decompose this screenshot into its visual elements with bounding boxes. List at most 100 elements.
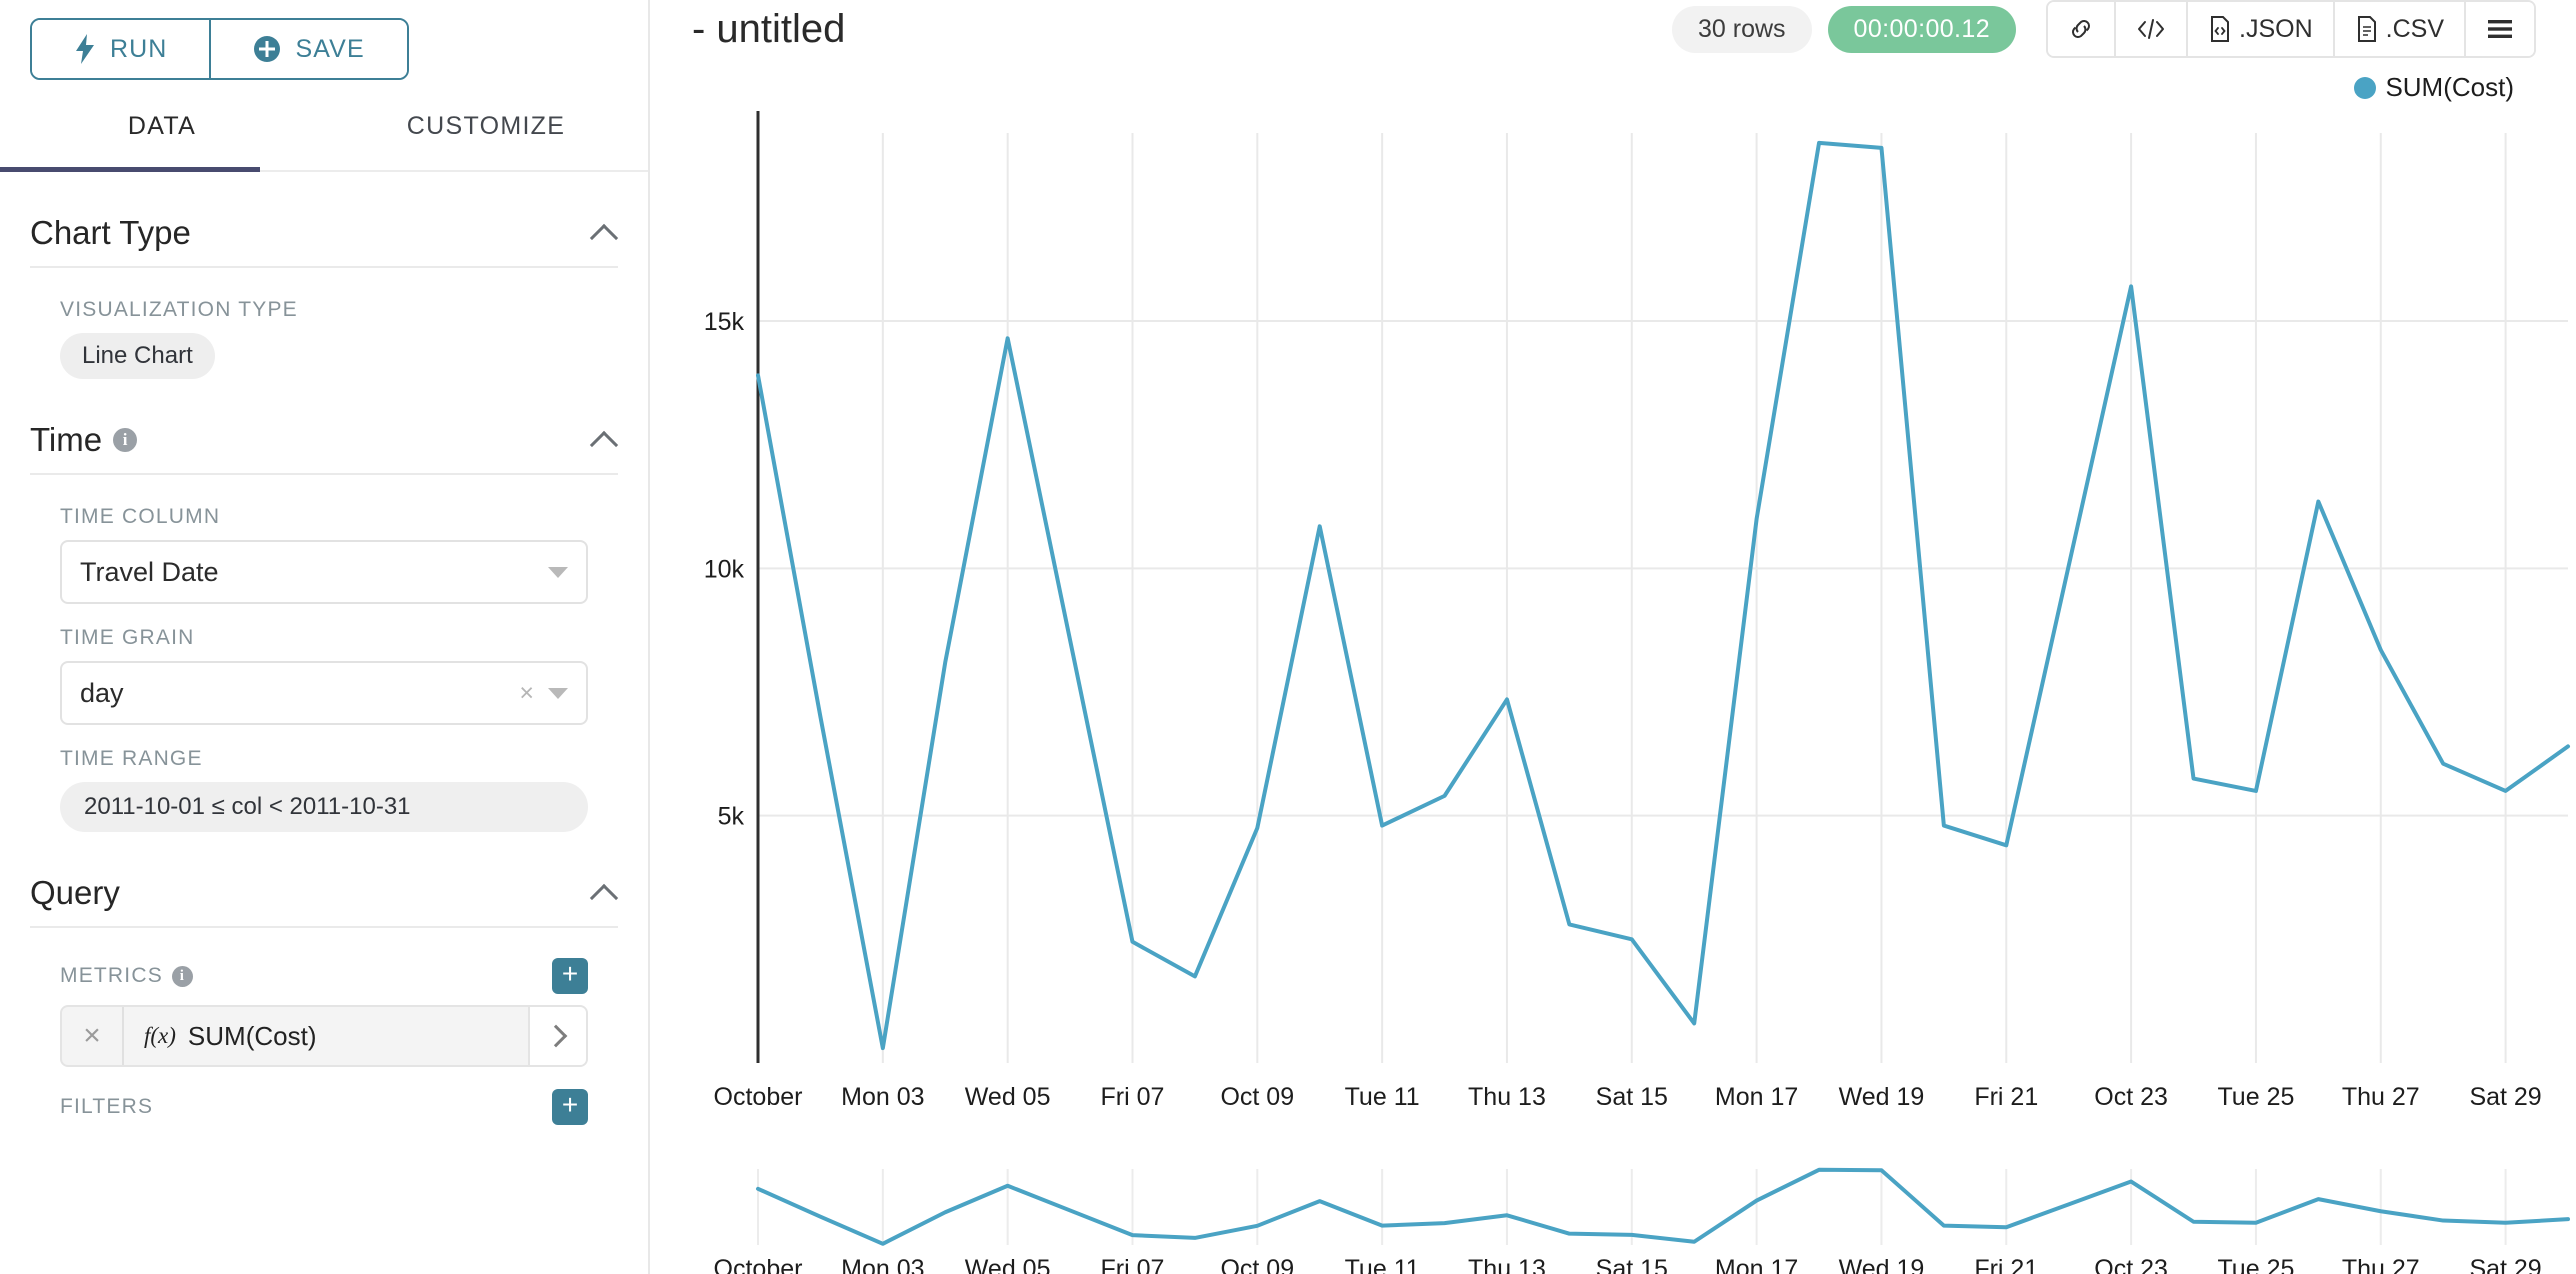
svg-text:Wed 19: Wed 19 [1839, 1083, 1925, 1111]
metric-label: f(x) SUM(Cost) [124, 1021, 528, 1052]
svg-text:Mon 17: Mon 17 [1715, 1083, 1798, 1111]
plus-circle-icon [253, 35, 281, 63]
tab-customize[interactable]: CUSTOMIZE [406, 112, 566, 140]
function-icon: f(x) [144, 1023, 176, 1048]
chart-brush-minimap[interactable]: October Mon 03 Wed 05 Fri 07 Oct 09 Tue 11 Thu… [650, 1163, 2576, 1274]
time-grain-select[interactable]: day × [60, 661, 588, 725]
run-button[interactable]: RUN [32, 20, 212, 78]
active-tab-indicator [0, 167, 260, 172]
copy-link-button[interactable] [2048, 2, 2117, 56]
time-column-value: Travel Date [80, 556, 219, 587]
run-save-button-group: RUN SAVE [30, 18, 409, 80]
field-filters: FILTERS + [30, 1067, 618, 1125]
time-grain-value: day [80, 677, 124, 708]
control-panel: RUN SAVE DATA CUSTOMIZE Chart Type [0, 0, 650, 1274]
export-csv-button[interactable]: .CSV [2334, 2, 2466, 56]
chevron-down-icon[interactable] [548, 687, 568, 699]
svg-text:Oct 23: Oct 23 [2094, 1255, 2168, 1274]
panel-tabs: DATA CUSTOMIZE [0, 106, 648, 172]
chart-header: - untitled 30 rows 00:00:00.12 [650, 0, 2576, 58]
svg-text:Tue 25: Tue 25 [2217, 1083, 2294, 1111]
svg-text:Sat 29: Sat 29 [2469, 1083, 2541, 1111]
svg-text:Mon 17: Mon 17 [1715, 1255, 1798, 1274]
section-time-title-text: Time [30, 421, 103, 458]
field-metrics: METRICS i + × f(x) SUM(Cost) [30, 936, 618, 1067]
link-icon [2068, 16, 2094, 42]
row-count-badge: 30 rows [1672, 5, 1812, 53]
metrics-label: METRICS i [60, 964, 193, 988]
svg-text:October: October [714, 1083, 803, 1111]
tab-data[interactable]: DATA [127, 112, 197, 140]
page-title[interactable]: - untitled [692, 6, 846, 51]
line-chart-svg[interactable]: 5k 10k 15k October Mon 03 Wed 05 Fri 07 Oct 09 T… [650, 103, 2576, 1163]
chart-container: - untitled 30 rows 00:00:00.12 [650, 0, 2576, 1274]
view-query-button[interactable] [2116, 2, 2189, 56]
svg-text:Oct 09: Oct 09 [1220, 1255, 1294, 1274]
run-button-label: RUN [110, 34, 168, 63]
section-time-header[interactable]: Time i [30, 379, 618, 475]
svg-text:Oct 09: Oct 09 [1220, 1083, 1294, 1111]
info-icon[interactable]: i [113, 428, 138, 452]
control-sections: Chart Type VISUALIZATION TYPE Line Chart… [0, 172, 648, 1274]
svg-text:Sat 29: Sat 29 [2469, 1255, 2541, 1274]
legend-label[interactable]: SUM(Cost) [2385, 72, 2514, 102]
svg-text:15k: 15k [704, 308, 745, 336]
svg-text:Thu 13: Thu 13 [1468, 1083, 1546, 1111]
section-chart-type-title: Chart Type [30, 214, 191, 251]
chevron-up-icon[interactable] [592, 427, 618, 453]
time-grain-label: TIME GRAIN [60, 626, 195, 649]
save-button[interactable]: SAVE [211, 20, 407, 78]
svg-text:Mon 03: Mon 03 [841, 1083, 924, 1111]
filters-label: FILTERS [60, 1095, 154, 1118]
time-range-label: TIME RANGE [60, 747, 203, 770]
svg-text:Tue 11: Tue 11 [1345, 1083, 1420, 1111]
svg-text:5k: 5k [718, 803, 745, 831]
filters-label-row: FILTERS + [60, 1089, 588, 1125]
clear-icon[interactable]: × [519, 678, 534, 707]
svg-text:Wed 05: Wed 05 [965, 1083, 1051, 1111]
add-filter-button[interactable]: + [552, 1089, 588, 1125]
svg-text:Fri 21: Fri 21 [1974, 1083, 2038, 1111]
legend-color-swatch [2354, 76, 2377, 99]
svg-text:Fri 07: Fri 07 [1101, 1083, 1165, 1111]
time-column-select[interactable]: Travel Date [60, 540, 588, 604]
export-csv-label: .CSV [2385, 14, 2444, 43]
brush-svg[interactable]: October Mon 03 Wed 05 Fri 07 Oct 09 Tue 11 Thu… [650, 1163, 2576, 1274]
section-time-title: Time i [30, 421, 138, 459]
svg-text:Sat 15: Sat 15 [1596, 1255, 1668, 1274]
field-time-grain: TIME GRAIN day × [30, 604, 618, 725]
section-chart-type-header[interactable]: Chart Type [30, 172, 618, 268]
metric-value: SUM(Cost) [187, 1020, 317, 1051]
svg-text:Wed 19: Wed 19 [1839, 1255, 1925, 1274]
remove-metric-icon[interactable]: × [62, 1007, 124, 1065]
bolt-icon [74, 34, 96, 64]
metric-item[interactable]: × f(x) SUM(Cost) [60, 1005, 588, 1067]
action-bar: RUN SAVE [0, 0, 648, 80]
field-visualization-type: VISUALIZATION TYPE Line Chart [30, 276, 618, 379]
more-menu-button[interactable] [2466, 2, 2534, 56]
svg-text:Thu 27: Thu 27 [2342, 1083, 2420, 1111]
add-metric-button[interactable]: + [552, 958, 588, 994]
time-column-label: TIME COLUMN [60, 505, 221, 528]
export-json-label: .JSON [2239, 14, 2313, 43]
chevron-up-icon[interactable] [592, 220, 618, 246]
chevron-up-icon[interactable] [592, 880, 618, 906]
chevron-down-icon[interactable] [548, 566, 568, 578]
svg-text:Tue 11: Tue 11 [1345, 1255, 1420, 1274]
time-range-value[interactable]: 2011-10-01 ≤ col < 2011-10-31 [60, 782, 588, 832]
section-query-header[interactable]: Query [30, 832, 618, 928]
svg-text:Wed 05: Wed 05 [965, 1255, 1051, 1274]
field-time-range: TIME RANGE 2011-10-01 ≤ col < 2011-10-31 [30, 725, 618, 832]
svg-text:Fri 07: Fri 07 [1101, 1255, 1165, 1274]
chart-actions-toolbar: .JSON .CSV [2046, 0, 2536, 58]
csv-file-icon [2355, 15, 2379, 43]
line-chart-plot[interactable]: 5k 10k 15k October Mon 03 Wed 05 Fri 07 Oct 09 T… [650, 103, 2576, 1163]
export-json-button[interactable]: .JSON [2188, 2, 2335, 56]
svg-text:Sat 15: Sat 15 [1596, 1083, 1668, 1111]
hamburger-icon [2486, 18, 2514, 40]
info-icon[interactable]: i [171, 965, 193, 987]
svg-text:Fri 21: Fri 21 [1974, 1255, 2038, 1274]
svg-text:Thu 27: Thu 27 [2342, 1255, 2420, 1274]
visualization-type-value[interactable]: Line Chart [60, 333, 215, 379]
metric-expand-icon[interactable] [528, 1007, 586, 1065]
